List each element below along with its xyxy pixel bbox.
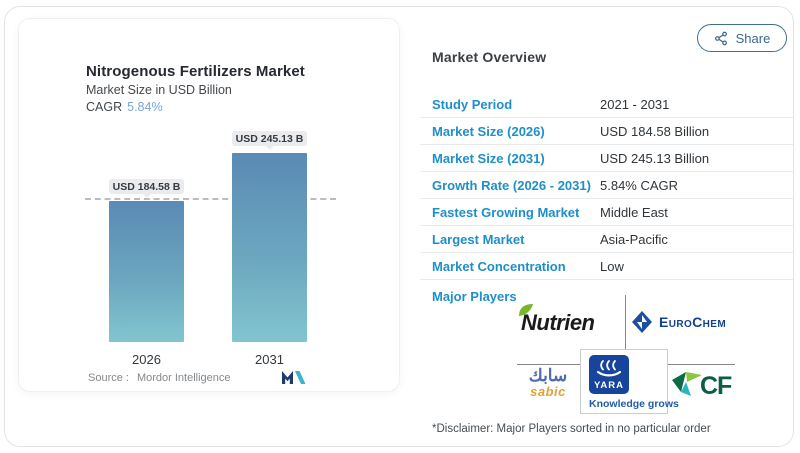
yara-ship-icon: [596, 360, 622, 377]
row-value: Low: [600, 258, 624, 274]
row-value: 5.84% CAGR: [600, 177, 679, 193]
table-row-fastest-growing-market: Fastest Growing Market Middle East: [420, 199, 793, 226]
overview-table: Study Period 2021 - 2031 Market Size (20…: [420, 91, 793, 280]
chart-subtitle: Market Size in USD Billion: [86, 83, 232, 97]
axis-label-2031: 2031: [255, 352, 284, 367]
nutrien-wordmark: Nutrien: [521, 310, 595, 335]
row-value: Middle East: [600, 204, 668, 220]
sabic-arabic-wordmark: سابك: [528, 366, 568, 385]
chart-card: Nitrogenous Fertilizers Market Market Si…: [18, 18, 400, 392]
eurochem-wordmark: EuroChem: [659, 314, 727, 330]
eurochem-diamond-icon: [632, 311, 652, 333]
cagr-value: 5.84%: [127, 100, 163, 114]
yara-tile: YARA: [589, 355, 629, 394]
overview-title: Market Overview: [432, 49, 547, 65]
row-label: Market Size (2026): [432, 123, 545, 139]
source-line: Source : Mordor Intelligence: [88, 372, 231, 384]
table-row-market-concentration: Market Concentration Low: [420, 253, 793, 280]
source-name: Mordor Intelligence: [136, 372, 231, 384]
bar-value-label-2031: USD 245.13 B: [232, 131, 307, 150]
yara-tagline: Knowledge grows: [589, 398, 679, 410]
nutrien-leaf-icon: [519, 304, 533, 316]
source-label: Source :: [88, 372, 129, 384]
row-value: USD 245.13 Billion: [600, 150, 710, 166]
logo-divider-right: [668, 364, 735, 365]
row-label: Market Concentration: [432, 258, 566, 274]
row-label: Fastest Growing Market: [432, 204, 580, 220]
nutrien-logo: Nutrien: [517, 303, 625, 337]
row-label: Study Period: [432, 96, 513, 112]
table-row-market-size-2031: Market Size (2031) USD 245.13 Billion: [420, 145, 793, 172]
share-button-label: Share: [735, 30, 771, 46]
yara-wordmark: YARA: [593, 380, 625, 391]
share-icon: [714, 31, 727, 45]
sabic-logo: سابك sabic: [517, 366, 579, 399]
bar-2026: [109, 201, 184, 342]
row-label: Market Size (2031): [432, 150, 545, 166]
share-button[interactable]: Share: [697, 24, 787, 52]
row-value: USD 184.58 Billion: [600, 123, 710, 139]
bar-value-label-2026: USD 184.58 B: [109, 179, 184, 198]
row-value: 2021 - 2031: [600, 96, 670, 112]
major-players-label: Major Players: [432, 289, 517, 304]
market-report-widget: Nitrogenous Fertilizers Market Market Si…: [4, 6, 794, 447]
cagr-label: CAGR: [86, 100, 123, 114]
logo-divider-vertical: [625, 295, 626, 349]
disclaimer-text: *Disclaimer: Major Players sorted in no …: [432, 423, 711, 435]
sabic-wordmark: sabic: [530, 383, 566, 399]
logo-divider-left: [517, 364, 580, 365]
row-label: Largest Market: [432, 231, 525, 247]
reference-dashed-line: [85, 198, 336, 200]
table-row-largest-market: Largest Market Asia-Pacific: [420, 226, 793, 253]
axis-label-2026: 2026: [132, 352, 161, 367]
table-row-study-period: Study Period 2021 - 2031: [420, 91, 793, 118]
row-value: Asia-Pacific: [600, 231, 668, 247]
cagr-line: CAGR 5.84%: [86, 100, 163, 114]
row-label: Growth Rate (2026 - 2031): [432, 177, 591, 193]
table-row-market-size-2026: Market Size (2026) USD 184.58 Billion: [420, 118, 793, 145]
mordor-intelligence-logo-icon: [282, 371, 306, 389]
table-row-growth-rate: Growth Rate (2026 - 2031) 5.84% CAGR: [420, 172, 793, 199]
yara-logo: YARA Knowledge grows: [580, 349, 679, 414]
chart-title: Nitrogenous Fertilizers Market: [86, 63, 305, 80]
cf-industries-logo: CF: [670, 369, 732, 403]
bar-2031: [232, 153, 307, 342]
cf-mark-icon: [672, 372, 702, 396]
cf-wordmark: CF: [700, 371, 732, 400]
eurochem-logo: EuroChem: [631, 310, 726, 334]
